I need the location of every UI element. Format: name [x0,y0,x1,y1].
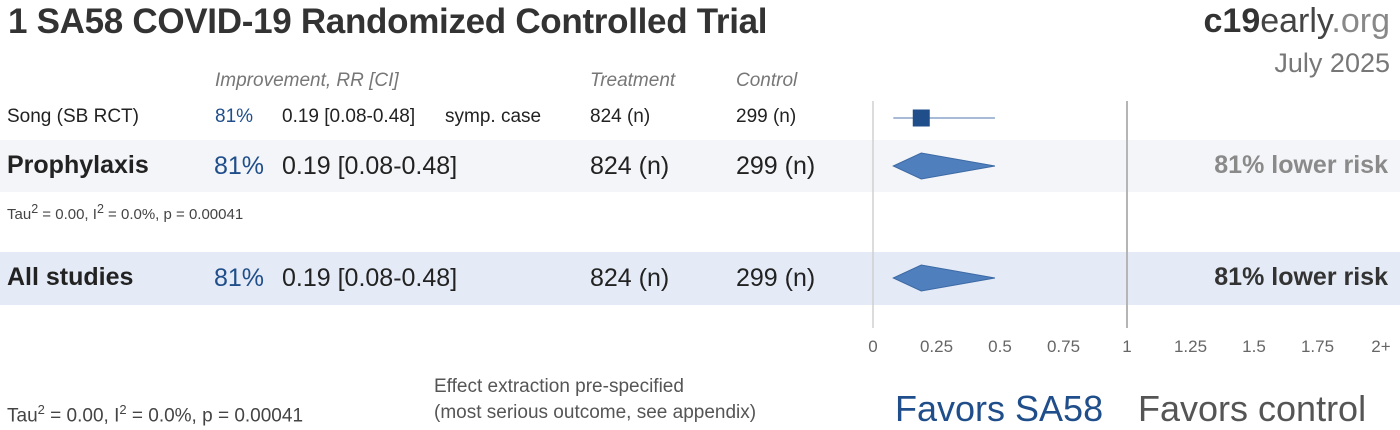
x-tick-label: 0.25 [920,337,953,356]
x-tick-label: 1.5 [1242,337,1266,356]
all-studies-label: All studies [7,263,134,291]
favors-treatment-label: Favors SA58 [895,388,1104,429]
x-tick-label: 1.25 [1174,337,1207,356]
x-tick-label: 1.75 [1301,337,1334,356]
x-tick-label: 0 [868,337,877,356]
x-tick-label: 1 [1122,337,1131,356]
report-date: July 2025 [1274,48,1390,78]
prophylaxis-label: Prophylaxis [7,151,149,179]
study-outcome: symp. case [445,106,542,127]
prophylaxis-improvement: 81% [214,152,265,180]
footer-heterogeneity: Tau2 = 0.00, I2 = 0.0%, p = 0.00041 [7,402,304,427]
favors-control-label: Favors control [1138,388,1367,429]
footer-note-line1: Effect extraction pre-specified [434,376,684,397]
study-effect-square [912,109,930,127]
prophylaxis-heterogeneity: Tau2 = 0.00, I2 = 0.0%, p = 0.00041 [7,202,244,223]
x-tick-label: 2+ [1371,337,1390,356]
all-studies-control-n: 299 (n) [736,264,816,292]
brand-logo[interactable]: c19early.org [1204,2,1391,41]
prophylaxis-rr-ci: 0.19 [0.08-0.48] [282,152,458,180]
brand-mid: early [1260,2,1332,40]
all-studies-rr-ci: 0.19 [0.08-0.48] [282,264,458,292]
brand-bold: c19 [1203,2,1261,40]
prophylaxis-treatment-n: 824 (n) [590,152,670,180]
footer-note-line2: (most serious outcome, see appendix) [434,402,757,423]
page-title: 1 SA58 COVID-19 Randomized Controlled Tr… [8,2,768,41]
overall-diamond [892,264,996,292]
column-header-improvement: Improvement, RR [CI] [215,70,399,91]
study-control-n: 299 (n) [736,106,797,127]
column-header-control: Control [736,70,798,91]
all-studies-row-band [0,252,1400,305]
all-studies-improvement: 81% [214,264,265,292]
prophylaxis-control-n: 299 (n) [736,152,816,180]
x-tick-label: 0.75 [1047,337,1080,356]
footer-note: Effect extraction pre-specified (most ser… [434,374,814,426]
study-name: Song (SB RCT) [7,106,139,127]
study-improvement: 81% [215,106,254,127]
all-studies-risk-text: 81% lower risk [1214,263,1388,291]
subgroup-diamond [892,152,996,180]
all-studies-treatment-n: 824 (n) [590,264,670,292]
brand-tail: .org [1331,2,1390,40]
study-rr-ci: 0.19 [0.08-0.48] [282,106,416,127]
prophylaxis-risk-text: 81% lower risk [1214,151,1388,179]
study-treatment-n: 824 (n) [590,106,651,127]
x-tick-label: 0.5 [988,337,1012,356]
prophylaxis-row-band [0,140,1400,192]
column-header-treatment: Treatment [590,70,676,91]
